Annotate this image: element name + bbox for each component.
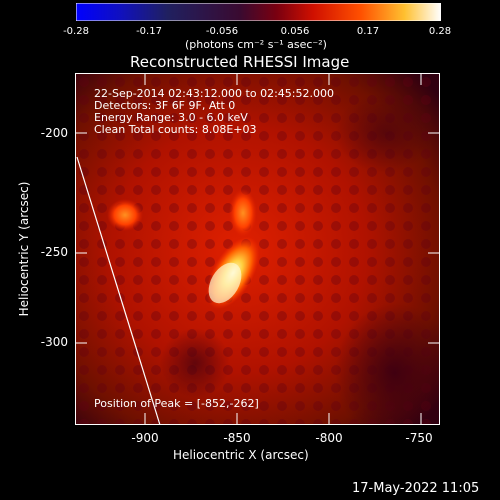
peak-position: Position of Peak = [-852,-262] bbox=[94, 397, 259, 410]
rhessi-image bbox=[75, 73, 440, 425]
x-tick-label: -850 bbox=[223, 431, 251, 445]
x-axis-label: Heliocentric X (arcsec) bbox=[173, 448, 309, 462]
x-tick-label: -800 bbox=[315, 431, 343, 445]
info-line: Clean Total counts: 8.08E+03 bbox=[94, 123, 257, 136]
colorbar-tick: -0.17 bbox=[136, 26, 162, 37]
info-line: 22-Sep-2014 02:43:12.000 to 02:45:52.000 bbox=[94, 87, 334, 100]
colorbar-tick: 0.056 bbox=[280, 26, 310, 37]
colorbar-tick: 0.28 bbox=[428, 26, 452, 37]
x-tick-label: -750 bbox=[405, 431, 433, 445]
y-tick-label: -250 bbox=[40, 245, 68, 259]
plot-title: Reconstructed RHESSI Image bbox=[130, 53, 350, 71]
colorbar bbox=[76, 3, 441, 21]
y-tick-label: -300 bbox=[40, 335, 68, 349]
colorbar-tick: -0.056 bbox=[205, 26, 239, 37]
info-line: Energy Range: 3.0 - 6.0 keV bbox=[94, 111, 248, 124]
info-line: Detectors: 3F 6F 9F, Att 0 bbox=[94, 99, 236, 112]
colorbar-units: (photons cm⁻² s⁻¹ asec⁻²) bbox=[185, 38, 327, 51]
timestamp: 17-May-2022 11:05 bbox=[352, 481, 480, 496]
colorbar-tick: -0.28 bbox=[63, 26, 89, 37]
y-tick-label: -200 bbox=[40, 126, 68, 140]
x-tick-label: -900 bbox=[131, 431, 159, 445]
y-axis-label: Heliocentric Y (arcsec) bbox=[17, 181, 31, 317]
colorbar-tick: 0.17 bbox=[356, 26, 380, 37]
